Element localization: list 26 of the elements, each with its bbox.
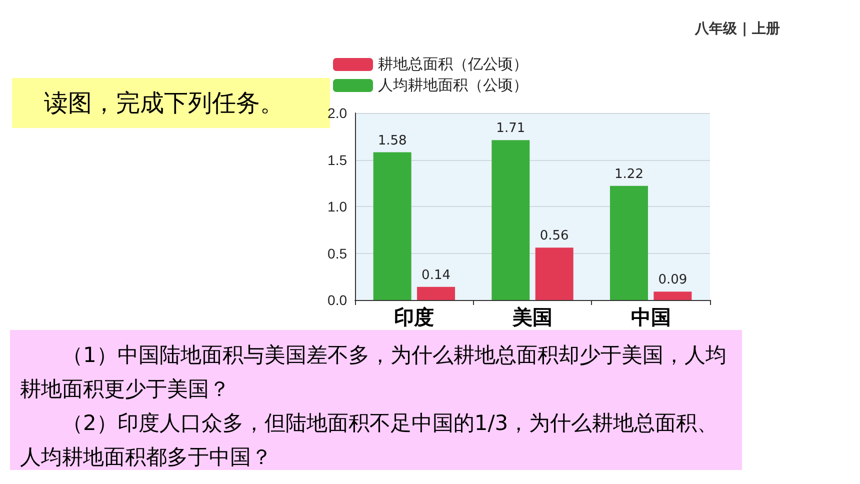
x-tick-label: 美国 (512, 306, 552, 329)
text: （1）中国陆地面积与美国差不多，为什么耕地总面积却少于美国，人均耕地面积更少于美国？ (20, 342, 728, 403)
bar (610, 186, 648, 300)
y-tick-label: 0.0 (328, 292, 348, 308)
bar (654, 292, 692, 300)
data-label: 1.71 (496, 121, 526, 136)
x-tick-label: 印度 (394, 306, 434, 329)
data-label: 1.22 (614, 166, 644, 182)
y-tick-label: 1.5 (328, 152, 348, 168)
data-label: 0.14 (422, 268, 450, 283)
legend-label: 耕地总面积（亿公顷） (378, 56, 528, 73)
bar (535, 248, 574, 300)
data-label: 0.09 (658, 272, 688, 288)
data-label: 1.58 (378, 133, 407, 148)
y-tick-label: 1.0 (328, 198, 348, 214)
bar (417, 286, 456, 300)
x-tick-label: 中国 (630, 307, 671, 329)
chart-title: 读图，完成下列任务。 (44, 89, 284, 117)
legend-label: 人均耕地面积（公顷） (378, 77, 528, 94)
y-tick-label: 2.0 (328, 105, 348, 121)
text: （2）印度人口众多，但陆地面积不足中国的1/3，为什么耕地总面积、人均耕地面积都多于中国？ (20, 410, 720, 471)
bar (373, 152, 412, 300)
bar (492, 140, 530, 300)
y-tick-label: 0.5 (328, 245, 348, 262)
data-label: 0.56 (540, 228, 569, 244)
text: 八年级 | 上册 (695, 20, 780, 38)
